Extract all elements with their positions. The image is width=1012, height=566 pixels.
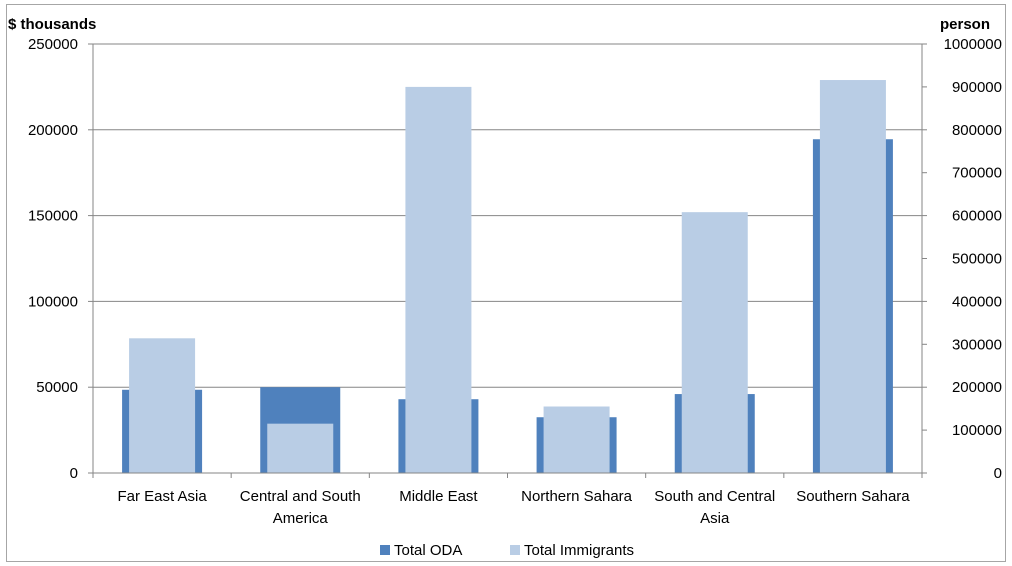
bars — [122, 80, 893, 474]
left-tick-label: 250000 — [28, 36, 78, 53]
category-label: Northern Sahara — [521, 488, 633, 505]
bar-total-immigrants — [405, 86, 472, 474]
legend-label: Total ODA — [394, 542, 462, 559]
gridlines — [93, 43, 922, 388]
left-axis-ticks: 0 50000 100000 150000 200000 250000 — [28, 36, 78, 482]
axes — [88, 43, 927, 478]
bar-total-immigrants — [819, 80, 886, 473]
right-tick-label: 900000 — [952, 79, 1002, 96]
right-tick-label: 100000 — [952, 422, 1002, 439]
bar-total-immigrants — [129, 338, 196, 473]
left-axis-unit: $ thousands — [8, 16, 96, 33]
right-tick-label: 400000 — [952, 293, 1002, 310]
right-axis-ticks: 0 100000 200000 300000 400000 500000 600000 700… — [944, 36, 1002, 482]
left-tick-label: 150000 — [28, 208, 78, 225]
left-tick-label: 50000 — [36, 379, 78, 396]
right-tick-label: 800000 — [952, 122, 1002, 139]
category-label: Middle East — [399, 488, 478, 505]
category-label: Far East Asia — [117, 488, 207, 505]
left-tick-label: 0 — [70, 465, 78, 482]
right-tick-label: 700000 — [952, 165, 1002, 182]
right-tick-label: 600000 — [952, 208, 1002, 225]
right-tick-label: 500000 — [952, 251, 1002, 268]
bar-total-immigrants — [543, 406, 610, 473]
legend-swatch — [380, 545, 390, 555]
legend: Total ODA Total Immigrants — [380, 542, 634, 559]
category-label: Central and South — [240, 488, 361, 505]
legend-swatch — [510, 545, 520, 555]
category-labels: Far East Asia Central and South America Mid… — [117, 488, 910, 527]
bar-total-immigrants — [267, 423, 334, 473]
bar-total-immigrants — [681, 212, 748, 473]
category-label: Asia — [700, 510, 730, 527]
left-tick-label: 100000 — [28, 293, 78, 310]
right-tick-label: 1000000 — [944, 36, 1002, 53]
left-tick-label: 200000 — [28, 122, 78, 139]
right-tick-label: 0 — [994, 465, 1002, 482]
category-label: America — [273, 510, 329, 527]
category-label: Southern Sahara — [796, 488, 910, 505]
right-tick-label: 300000 — [952, 336, 1002, 353]
right-tick-label: 200000 — [952, 379, 1002, 396]
right-axis-unit: person — [940, 16, 990, 33]
legend-label: Total Immigrants — [524, 542, 634, 559]
category-label: South and Central — [654, 488, 775, 505]
